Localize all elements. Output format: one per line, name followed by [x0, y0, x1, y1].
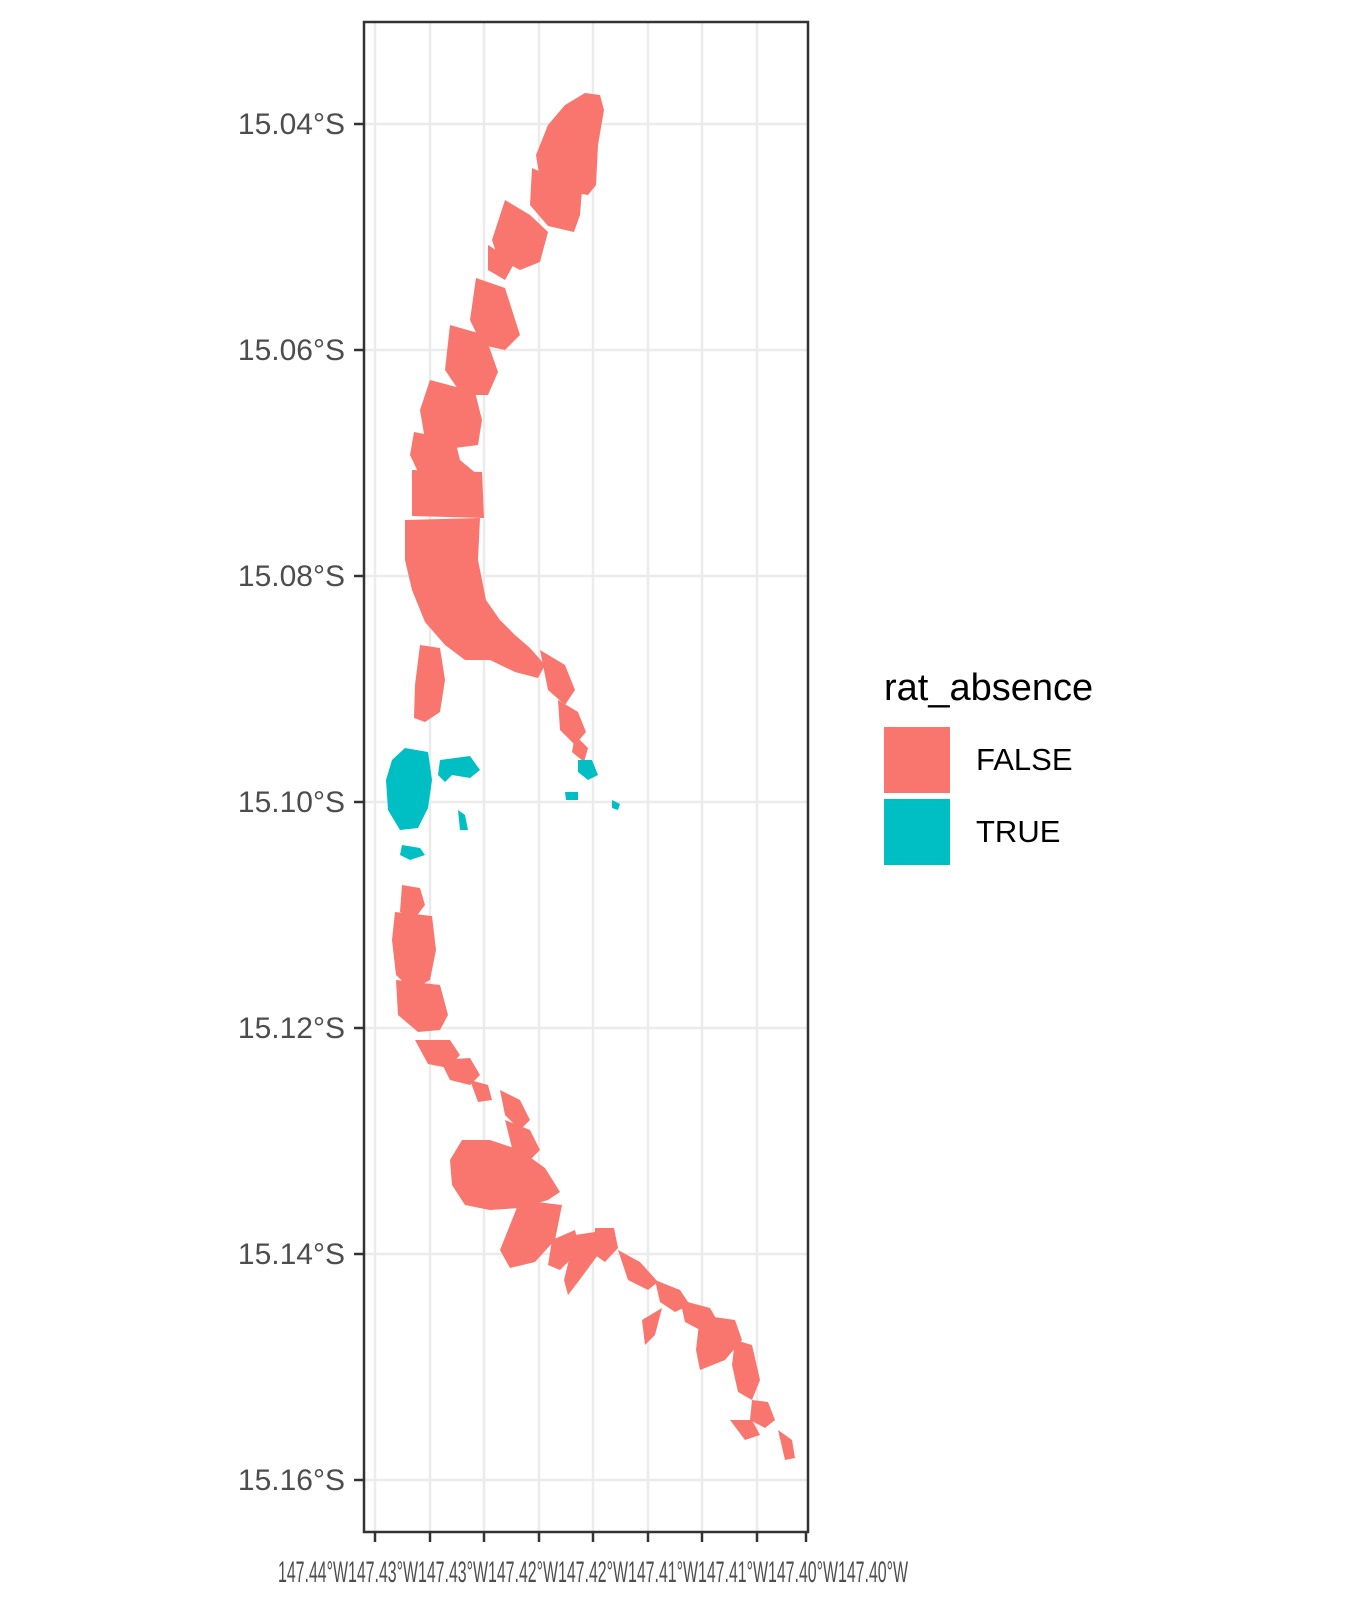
y-tick-label-5: 15.12°S [238, 1012, 345, 1045]
polygon-false [696, 1315, 742, 1370]
polygon-false [392, 912, 436, 990]
legend-key-false [884, 726, 950, 793]
polygon-true [386, 748, 432, 830]
legend-title: rat_absence [884, 667, 1094, 709]
polygon-false [420, 380, 482, 448]
y-tick-label-1: 15.04°S [238, 108, 345, 141]
polygon-false [564, 1232, 598, 1295]
polygon-false [548, 1230, 580, 1270]
polygon-true [400, 845, 425, 860]
polygon-false [732, 1340, 760, 1400]
legend-key-true [884, 798, 950, 865]
y-tick-label-2: 15.06°S [238, 334, 345, 367]
polygon-false [536, 93, 604, 195]
x-tick-labels-overlapping: 147.44°W147.43°W147.43°W147.42°W147.42°W… [278, 1556, 908, 1589]
legend-label-false: FALSE [976, 741, 1073, 777]
polygon-false [470, 278, 520, 350]
polygon-false [572, 735, 588, 762]
legend: rat_absence FALSE TRUE [884, 667, 1184, 868]
polygon-false [505, 1120, 540, 1160]
polygon-false [410, 432, 478, 475]
polygon-false [396, 980, 448, 1032]
polygon-false [400, 885, 425, 918]
panel-border [362, 20, 810, 1534]
y-tick-label-4: 15.10°S [238, 786, 345, 819]
x-axis-ticks [373, 1532, 808, 1542]
polygon-false [530, 168, 582, 232]
polygon-false [450, 1140, 560, 1210]
polygon-false [750, 1400, 775, 1428]
polygons-true [386, 748, 620, 860]
polygon-false [618, 1250, 658, 1290]
polygon-false [470, 1080, 492, 1102]
polygon-false [405, 518, 545, 678]
legend-item-false: FALSE [884, 724, 1184, 796]
polygons-false [392, 93, 795, 1460]
polygon-true [565, 792, 578, 800]
polygon-false [595, 1228, 618, 1262]
polygon-false [730, 1420, 760, 1440]
polygon-false [500, 1200, 562, 1268]
y-tick-label-7: 15.16°S [238, 1464, 345, 1497]
y-tick-label-6: 15.14°S [238, 1238, 345, 1271]
y-axis-labels: 15.04°S 15.06°S 15.08°S 15.10°S 15.12°S … [238, 108, 345, 1497]
polygon-false [642, 1308, 662, 1345]
polygon-false [492, 200, 548, 270]
polygon-true [438, 756, 480, 782]
polygon-false [445, 325, 498, 395]
legend-label-true: TRUE [976, 813, 1061, 849]
polygon-false [440, 1058, 480, 1085]
polygon-false [540, 650, 575, 705]
polygon-false [558, 700, 586, 745]
y-axis-ticks [354, 122, 364, 1482]
polygon-false [488, 245, 515, 280]
polygon-false [500, 1090, 530, 1130]
y-tick-label-3: 15.08°S [238, 560, 345, 593]
polygon-true [612, 800, 620, 810]
polygon-true [578, 760, 598, 780]
polygon-false [412, 470, 484, 518]
polygon-true [458, 810, 468, 830]
polygon-false [778, 1430, 795, 1460]
polygon-false [414, 645, 445, 722]
legend-item-true: TRUE [884, 796, 1184, 868]
